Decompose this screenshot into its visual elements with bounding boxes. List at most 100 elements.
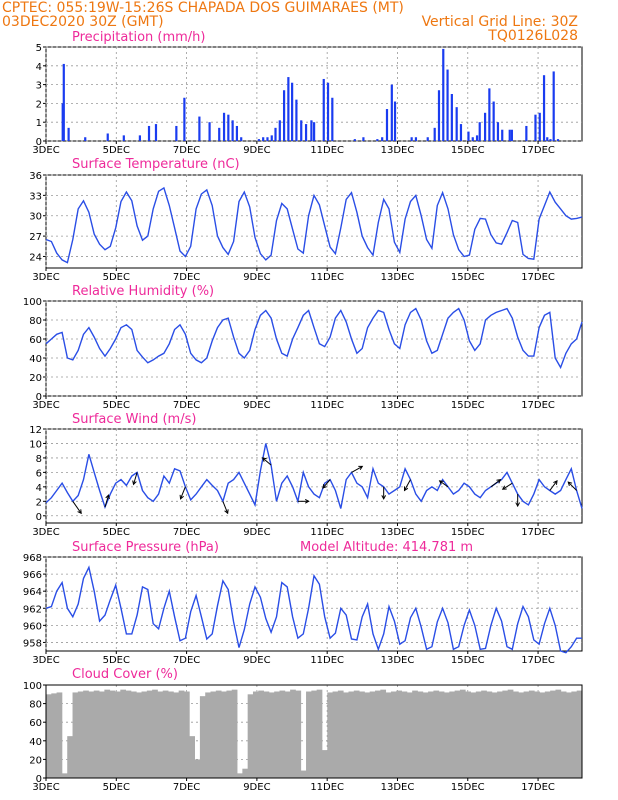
precip-bar [235, 125, 239, 141]
wind-arrow [567, 481, 577, 491]
precip-bar [442, 48, 445, 141]
x-tick-label: 9DEC [243, 527, 270, 538]
x-tick-label: 11DEC [310, 782, 344, 793]
wind-arrow-head [322, 483, 327, 489]
precip-bar [300, 120, 303, 141]
y-tick-label: 33 [29, 191, 42, 202]
wind-arrow-head [381, 495, 387, 500]
x-tick-label: 3DEC [32, 655, 59, 666]
cloud-bar [359, 691, 365, 778]
x-tick-label: 17DEC [521, 655, 555, 666]
x-tick-label: 5DEC [103, 400, 130, 411]
wind-arrow [222, 501, 229, 514]
cloud-bar [353, 690, 360, 778]
cloud-bar [560, 691, 567, 778]
series-line [45, 565, 582, 654]
cloud-bar [114, 691, 121, 778]
x-tick-label: 11DEC [310, 527, 344, 538]
cloud-bar [306, 691, 312, 778]
panel-title: Surface Temperature (nC) [72, 157, 240, 172]
wind-arrow-head [515, 502, 521, 508]
x-tick-label: 7DEC [173, 655, 200, 666]
cloud-bar [56, 692, 63, 778]
cloud-bar [46, 694, 52, 778]
precip-bar [310, 120, 313, 141]
precip-bar [508, 129, 511, 141]
x-tick-label: 13DEC [381, 782, 415, 793]
wind-arrow-head [224, 509, 229, 515]
y-tick-label: 0 [36, 512, 42, 523]
cloud-bar [375, 690, 381, 778]
cloud-bar [215, 690, 222, 778]
x-tick-label: 7DEC [173, 527, 200, 538]
panel-surface_wind: 0 2 4 6 8 10 12 3DEC 5DEC 7DEC 9DEC 11DEC 13DEC 15DEC… [29, 412, 583, 538]
x-tick-label: 15DEC [451, 782, 485, 793]
precip-bar [270, 135, 273, 141]
wind-arrow-head [438, 480, 444, 485]
precip-bar [198, 116, 201, 141]
x-tick-label: 15DEC [451, 655, 485, 666]
cloud-bar [380, 689, 387, 778]
y-tick-label: 2 [36, 99, 42, 110]
header-station: CPTEC: 055:19W-15:26S CHAPADA DOS GUIMAR… [2, 0, 404, 16]
cloud-bar [433, 690, 440, 778]
panel-annotation: Model Altitude: 414.781 m [300, 540, 473, 555]
wind-arrow [104, 494, 110, 508]
wind-arrow [439, 480, 449, 488]
precip-bar [326, 82, 330, 141]
cloud-bar [465, 691, 471, 778]
x-tick-label: 17DEC [521, 272, 555, 283]
precip-bar [546, 137, 549, 141]
wind-arrow [404, 479, 411, 491]
cloud-bar [454, 690, 461, 778]
y-tick-label: 30 [29, 212, 42, 223]
precip-bar [122, 135, 125, 141]
x-tick-label: 5DEC [103, 782, 130, 793]
x-tick-label: 15DEC [451, 145, 485, 156]
precip-bar [538, 112, 541, 141]
cloud-bar [226, 690, 233, 778]
cloud-bar [396, 690, 402, 778]
cloud-bar [168, 691, 174, 778]
x-tick-label: 13DEC [381, 272, 415, 283]
cloud-bar [300, 770, 307, 778]
y-tick-label: 0 [36, 392, 42, 403]
x-tick-label: 11DEC [310, 655, 344, 666]
cloud-bar [72, 692, 79, 778]
cloud-bar [157, 691, 164, 778]
cloud-bar [61, 773, 68, 778]
series-line [45, 186, 583, 264]
cloud-bar [120, 689, 127, 778]
x-tick-label: 11DEC [310, 272, 344, 283]
cloud-bar [513, 691, 519, 778]
x-tick-label: 3DEC [32, 272, 59, 283]
precip-bar [385, 109, 389, 141]
cloud-bar [268, 692, 275, 778]
cloud-bar [311, 690, 318, 778]
y-tick-label: 24 [29, 252, 42, 263]
precip-bar [266, 137, 269, 141]
cloud-bar [528, 690, 535, 778]
panel-surface_pressure: 958 960 962 964 966 968 3DEC 5DEC 7DEC 9DEC 11DEC 1… [23, 540, 583, 666]
panel-frame [45, 556, 583, 652]
y-tick-label: 958 [23, 638, 42, 649]
cloud-bar [247, 694, 254, 778]
cloud-bar [221, 691, 227, 778]
cloud-bar [99, 691, 105, 778]
precip-bar [147, 125, 151, 141]
precip-bar [552, 71, 555, 141]
cloud-bar [327, 692, 333, 778]
cloud-bar [555, 689, 562, 778]
precip-bar [455, 107, 458, 141]
cloud-bar [130, 691, 137, 778]
cloud-bar [481, 690, 487, 778]
y-tick-label: 60 [29, 718, 42, 729]
y-tick-label: 40 [29, 737, 42, 748]
cloud-bar [258, 690, 264, 778]
y-tick-label: 3 [36, 81, 42, 92]
precip-bar [274, 127, 277, 141]
cloud-bar [316, 689, 323, 778]
precip-bar [208, 122, 211, 141]
precip-bar [227, 114, 230, 141]
